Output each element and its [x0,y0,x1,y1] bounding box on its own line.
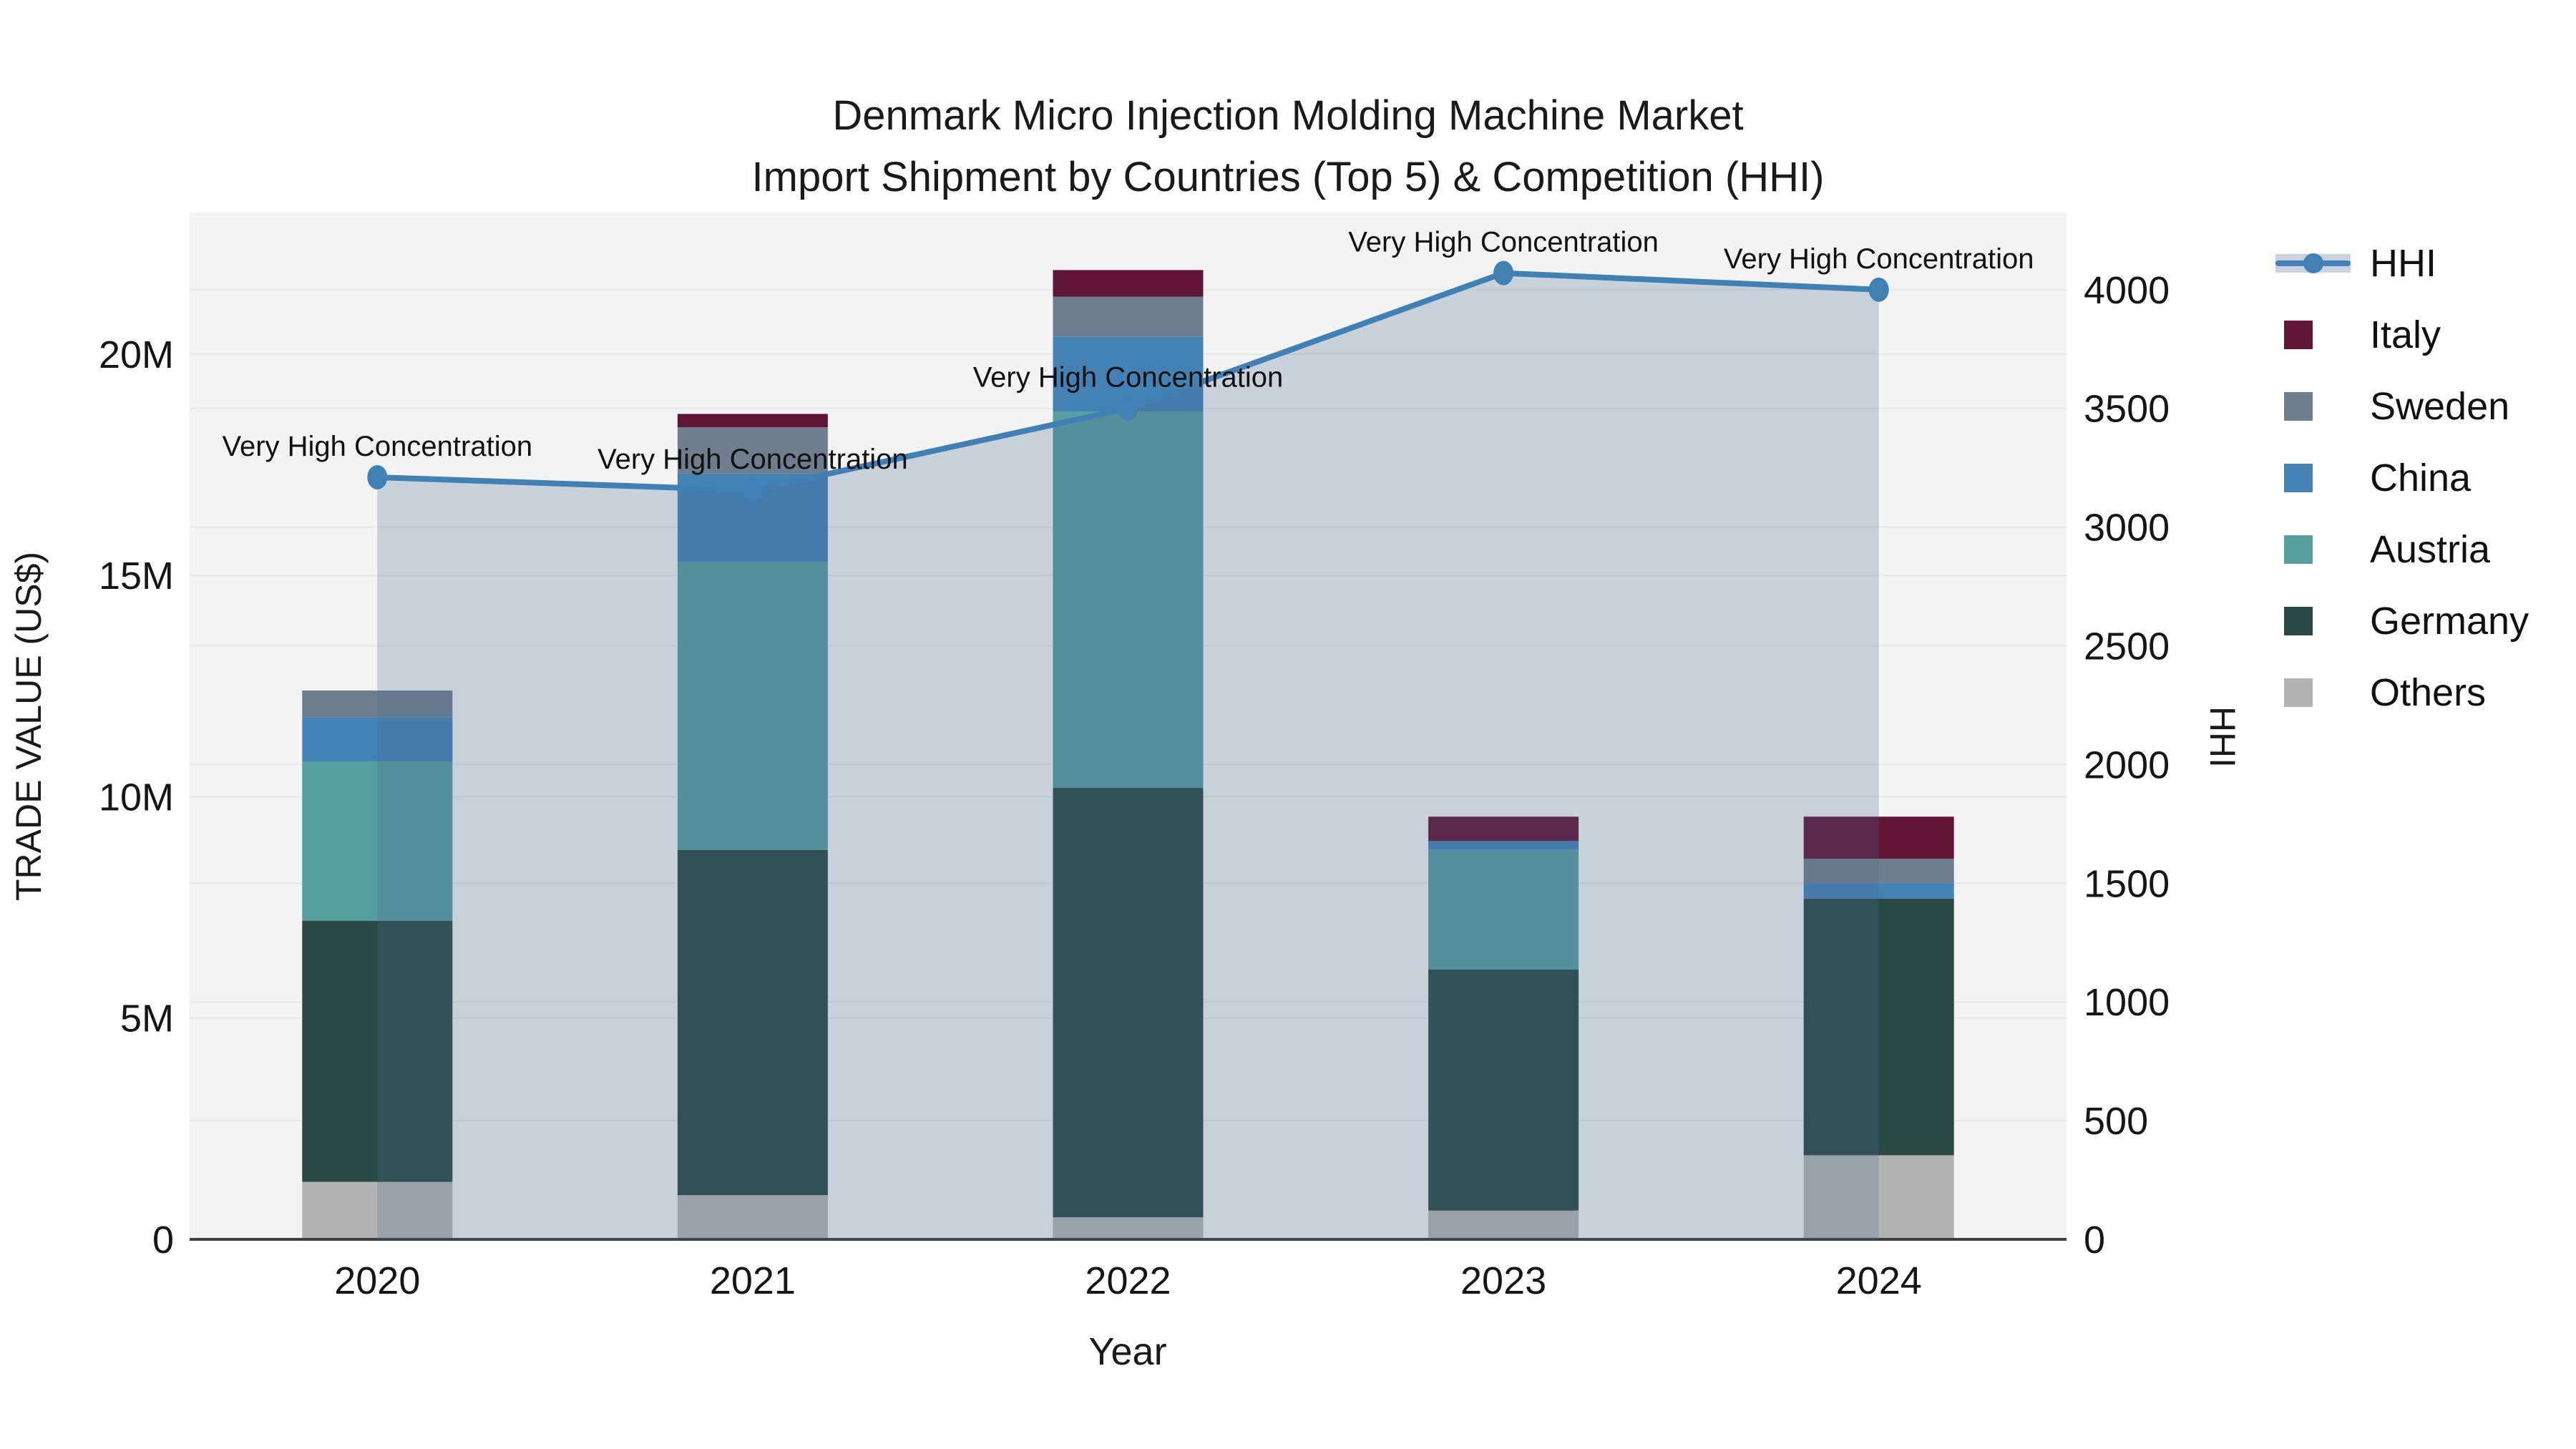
others-swatch-icon [2275,678,2354,707]
y-right-tick-1000: 1000 [2084,981,2170,1024]
bar-segment-austria-2021[interactable] [677,562,828,850]
y-left-tick-0: 0 [152,1219,174,1262]
hhi-marker-2024[interactable] [1868,277,1889,302]
y-right-tick-0: 0 [2084,1219,2105,1262]
bar-segment-austria-2023[interactable] [1428,849,1579,970]
annotation-2024: Very High Concentration [1724,243,2034,275]
bar-segment-china-2024[interactable] [1803,883,1954,899]
bar-segment-sweden-2024[interactable] [1803,859,1954,884]
bar-segment-others-2020[interactable] [302,1181,453,1239]
y-right-tick-3000: 3000 [2084,507,2170,550]
y-right-tick-2500: 2500 [2084,625,2170,668]
bar-segment-austria-2022[interactable] [1053,411,1204,789]
hhi-marker-2021[interactable] [742,478,763,503]
bar-segment-others-2021[interactable] [677,1195,828,1239]
legend-item-hhi[interactable]: HHI [2275,228,2529,299]
bar-segment-china-2020[interactable] [302,717,453,761]
chart-title-line1: Denmark Micro Injection Molding Machine … [832,92,1744,139]
bar-segment-sweden-2020[interactable] [302,691,453,718]
legend: HHI Italy Sweden China Austria Germany Others [2275,228,2529,728]
bar-segment-italy-2023[interactable] [1428,816,1579,841]
y-right-tick-2000: 2000 [2084,743,2170,786]
legend-label-sweden: Sweden [2370,385,2510,428]
annotation-2021: Very High Concentration [597,444,908,475]
legend-item-others[interactable]: Others [2275,657,2529,728]
x-tick-2021: 2021 [710,1259,796,1302]
x-tick-2023: 2023 [1460,1259,1546,1302]
legend-label-austria: Austria [2370,528,2491,571]
x-tick-2022: 2022 [1085,1259,1171,1302]
y-left-axis-title: TRADE VALUE (US$) [9,551,49,902]
germany-swatch-icon [2275,607,2354,635]
y-right-tick-500: 500 [2084,1100,2148,1143]
bar-segment-others-2023[interactable] [1428,1210,1579,1239]
hhi-marker-2022[interactable] [1118,396,1138,421]
legend-label-germany: Germany [2370,600,2529,643]
bar-segment-austria-2020[interactable] [302,761,453,921]
legend-item-china[interactable]: China [2275,442,2529,514]
annotation-2020: Very High Concentration [223,431,533,462]
bar-segment-sweden-2021[interactable] [677,426,828,474]
y-left-tick-15M: 15M [99,555,174,597]
bar-segment-italy-2024[interactable] [1803,816,1954,859]
chart-title-line2: Import Shipment by Countries (Top 5) & C… [751,154,1825,200]
china-swatch-icon [2275,464,2354,492]
x-tick-2020: 2020 [334,1259,420,1302]
y-left-tick-20M: 20M [99,333,174,376]
y-right-tick-3500: 3500 [2084,388,2170,431]
sweden-swatch-icon [2275,392,2354,421]
legend-label-italy: Italy [2370,313,2441,356]
austria-swatch-icon [2275,535,2354,564]
y-right-axis-title: HHI [2202,706,2243,769]
y-left-tick-10M: 10M [99,776,174,819]
bars-layer [302,270,1954,1239]
hhi-marker-2020[interactable] [367,464,388,489]
bar-segment-sweden-2022[interactable] [1053,296,1204,337]
hhi-marker-2023[interactable] [1493,260,1514,286]
legend-item-austria[interactable]: Austria [2275,514,2529,585]
legend-item-sweden[interactable]: Sweden [2275,371,2529,442]
bar-segment-others-2024[interactable] [1803,1155,1954,1239]
y-right-tick-1500: 1500 [2084,862,2170,905]
bar-segment-germany-2020[interactable] [302,920,453,1182]
x-axis-title: Year [1088,1330,1167,1373]
bar-segment-italy-2022[interactable] [1053,270,1204,297]
x-tick-2024: 2024 [1836,1259,1922,1302]
italy-swatch-icon [2275,321,2354,349]
legend-item-germany[interactable]: Germany [2275,585,2529,657]
annotation-2023: Very High Concentration [1348,227,1659,258]
hhi-area-fill [377,273,1879,1239]
y-right-tick-4000: 4000 [2084,269,2170,312]
legend-label-china: China [2370,457,2472,499]
bar-segment-italy-2021[interactable] [677,414,828,427]
bar-segment-germany-2024[interactable] [1803,898,1954,1156]
bar-segment-china-2023[interactable] [1428,841,1579,850]
legend-item-italy[interactable]: Italy [2275,299,2529,371]
bar-segment-germany-2021[interactable] [677,849,828,1196]
legend-label-others: Others [2370,671,2487,714]
legend-label-hhi: HHI [2370,242,2436,285]
bar-segment-others-2022[interactable] [1053,1217,1204,1239]
bar-segment-germany-2023[interactable] [1428,969,1579,1211]
hhi-line-icon [2275,248,2354,279]
annotation-2022: Very High Concentration [973,362,1284,394]
y-left-tick-5M: 5M [120,997,174,1040]
bar-segment-germany-2022[interactable] [1053,788,1204,1218]
